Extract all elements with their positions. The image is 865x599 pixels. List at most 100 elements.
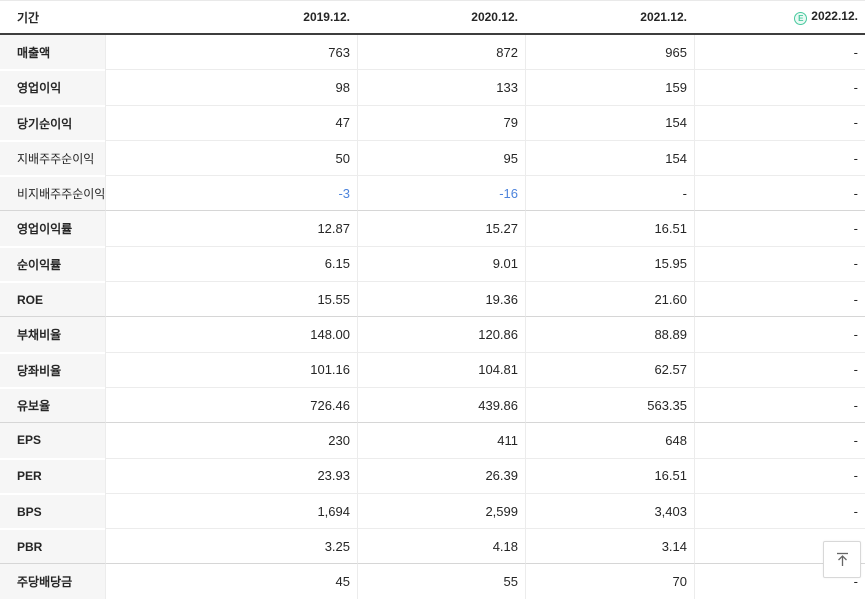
value-cell: 872	[357, 35, 525, 70]
value-cell: 965	[525, 35, 694, 70]
value-cell: 19.36	[357, 281, 525, 317]
value-cell: -	[694, 245, 865, 282]
row-label: 영업이익률	[0, 210, 105, 246]
value-cell: -	[694, 316, 865, 352]
value-cell: 3,403	[525, 492, 694, 529]
column-header-label: 2022.12.	[811, 9, 858, 23]
value-cell: 2,599	[357, 492, 525, 529]
row-label: 주당배당금	[0, 563, 105, 599]
row-label: BPS	[0, 492, 105, 529]
value-cell: 411	[357, 422, 525, 458]
table-row: 순이익률 6.15 9.01 15.95-	[0, 245, 865, 282]
row-label: 부채비율	[0, 316, 105, 352]
value-cell: 45	[105, 563, 357, 599]
column-header-2020-12: 2020.12.	[357, 1, 525, 35]
scroll-to-top-button[interactable]	[823, 541, 861, 578]
value-cell: 148.00	[105, 316, 357, 352]
table-row: ROE 15.55 19.36 21.60-	[0, 281, 865, 317]
value-cell: 4.18	[357, 528, 525, 564]
table-row: 당좌비율 101.16 104.81 62.57-	[0, 351, 865, 387]
value-cell: 648	[525, 422, 694, 458]
table-row: 부채비율 148.00 120.86 88.89-	[0, 316, 865, 352]
column-header-label: 2019.12.	[303, 10, 350, 24]
row-label: 영업이익	[0, 69, 105, 105]
row-label: 당좌비율	[0, 351, 105, 387]
value-cell: 9.01	[357, 245, 525, 282]
table-row: 당기순이익 47 79 154-	[0, 104, 865, 140]
value-cell: -	[694, 386, 865, 423]
value-cell: 50	[105, 139, 357, 176]
row-label: ROE	[0, 281, 105, 317]
value-cell: 47	[105, 104, 357, 140]
value-cell: 1,694	[105, 492, 357, 529]
value-cell: -	[694, 139, 865, 176]
value-cell: 12.87	[105, 210, 357, 246]
value-cell: 79	[357, 104, 525, 140]
table-row: 영업이익률 12.87 15.27 16.51-	[0, 210, 865, 246]
value-cell: 70	[525, 563, 694, 599]
row-label: PER	[0, 457, 105, 493]
value-cell: -	[694, 281, 865, 317]
arrow-up-to-top-icon	[834, 551, 851, 568]
row-label: 비지배주주순이익	[0, 175, 105, 211]
table-row: 매출액 763 872 965-	[0, 35, 865, 70]
table-row: EPS 230 411 648-	[0, 422, 865, 458]
column-header-label: 2020.12.	[471, 10, 518, 24]
table-row: BPS 1,694 2,599 3,403-	[0, 492, 865, 529]
value-cell: 26.39	[357, 457, 525, 493]
value-cell: -	[694, 492, 865, 529]
value-cell: -	[525, 175, 694, 211]
value-cell: 763	[105, 35, 357, 70]
value-cell: 154	[525, 104, 694, 140]
value-cell: 21.60	[525, 281, 694, 317]
value-cell: 6.15	[105, 245, 357, 282]
row-label: 매출액	[0, 35, 105, 70]
value-cell: -	[694, 210, 865, 246]
value-cell: 133	[357, 69, 525, 105]
value-cell: 62.57	[525, 351, 694, 387]
value-cell: -	[694, 35, 865, 70]
column-header-2021-12: 2021.12.	[525, 1, 694, 35]
value-cell: 15.55	[105, 281, 357, 317]
value-cell: -16	[357, 175, 525, 211]
value-cell: 159	[525, 69, 694, 105]
value-cell: 55	[357, 563, 525, 599]
column-header-label: 2021.12.	[640, 10, 687, 24]
value-cell: 726.46	[105, 386, 357, 423]
value-cell: 154	[525, 139, 694, 176]
column-header-2019-12: 2019.12.	[105, 1, 357, 35]
value-cell: 439.86	[357, 386, 525, 423]
table-row: 비지배주주순이익 -3 -16- -	[0, 175, 865, 211]
value-cell: 230	[105, 422, 357, 458]
table-row: 유보율 726.46 439.86 563.35-	[0, 386, 865, 423]
value-cell: 98	[105, 69, 357, 105]
estimate-icon: E	[794, 12, 808, 25]
value-cell: 15.27	[357, 210, 525, 246]
table-row: 지배주주순이익 50 95 154-	[0, 139, 865, 176]
table-header-row: 기간 2019.12. 2020.12. 2021.12. E 2022.12.	[0, 1, 865, 35]
value-cell: 3.25	[105, 528, 357, 564]
value-cell: 95	[357, 139, 525, 176]
value-cell: 104.81	[357, 351, 525, 387]
table-row: 주당배당금 45 55 70-	[0, 563, 865, 599]
row-label: PBR	[0, 528, 105, 564]
value-cell: -	[694, 175, 865, 211]
table-row: PER 23.93 26.39 16.51-	[0, 457, 865, 493]
value-cell: -	[694, 422, 865, 458]
value-cell: 3.14	[525, 528, 694, 564]
value-cell: -	[694, 104, 865, 140]
column-header-2022-12: E 2022.12.	[694, 1, 865, 35]
table-row: 영업이익 98 133 159-	[0, 69, 865, 105]
value-cell: -	[694, 69, 865, 105]
value-cell: 563.35	[525, 386, 694, 423]
value-cell: 16.51	[525, 210, 694, 246]
row-label: 지배주주순이익	[0, 139, 105, 176]
row-label: 당기순이익	[0, 104, 105, 140]
row-label: 유보율	[0, 386, 105, 423]
column-header-period: 기간	[0, 1, 105, 35]
value-cell: 16.51	[525, 457, 694, 493]
row-label: 순이익률	[0, 245, 105, 282]
value-cell: 23.93	[105, 457, 357, 493]
